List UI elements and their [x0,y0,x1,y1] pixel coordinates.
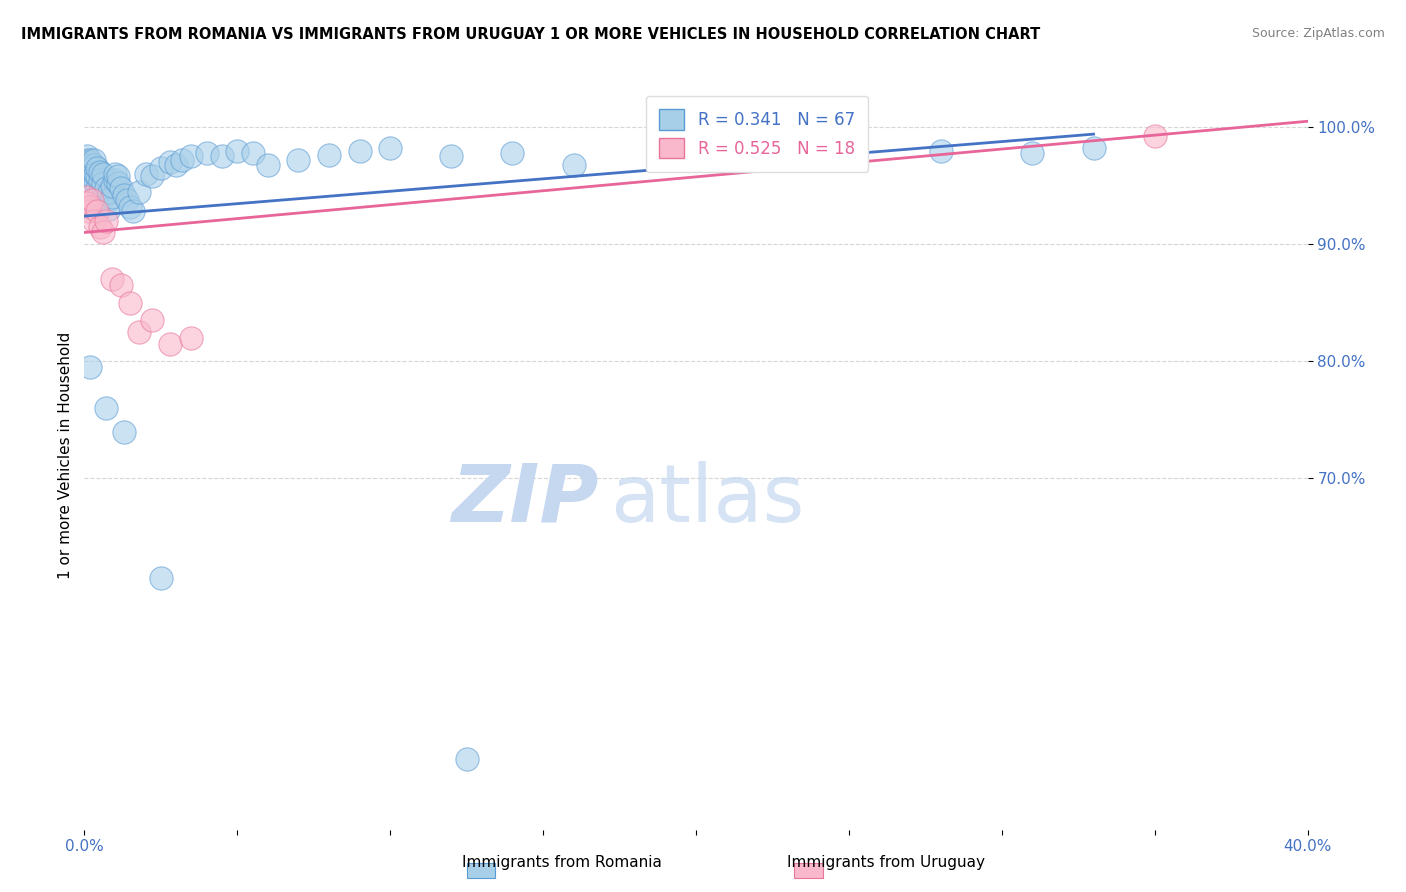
Point [685,153,707,167]
Point [128,185,150,199]
Point [101,178,124,193]
Point [91,190,114,204]
Point [180,149,202,163]
Point [747,149,769,163]
Point [94,196,117,211]
Point [77,204,100,219]
Text: Immigrants from Uruguay: Immigrants from Uruguay [787,855,984,870]
Point [287,153,309,167]
Point [83,173,105,187]
Point [94,213,117,227]
Point [83,157,105,171]
Point [318,148,340,162]
Point [91,167,114,181]
Point [112,425,135,439]
Point [80,193,103,207]
Point [172,153,194,167]
Point [79,157,101,171]
Point [195,145,218,160]
Text: ZIP: ZIP [451,461,598,539]
Point [122,204,145,219]
Point [84,177,107,191]
Point [456,752,478,766]
Point [80,169,103,184]
Point [120,295,142,310]
Point [86,169,108,184]
Point [349,144,371,158]
Point [110,278,132,293]
Point [135,167,157,181]
Point [79,200,101,214]
Point [257,157,280,171]
Text: IMMIGRANTS FROM ROMANIA VS IMMIGRANTS FROM URUGUAY 1 OR MORE VEHICLES IN HOUSEHO: IMMIGRANTS FROM ROMANIA VS IMMIGRANTS FR… [21,27,1040,42]
Point [1143,129,1166,144]
Point [440,149,463,163]
Point [149,161,172,175]
Point [242,145,264,160]
Point [211,149,233,163]
Point [165,157,187,171]
Point [80,161,103,175]
Y-axis label: 1 or more Vehicles in Household: 1 or more Vehicles in Household [58,331,73,579]
Point [180,331,202,345]
Point [929,144,952,158]
Text: Source: ZipAtlas.com: Source: ZipAtlas.com [1251,27,1385,40]
Point [226,144,249,158]
Point [89,185,111,199]
Point [101,272,124,286]
Point [75,190,97,204]
Point [838,145,860,160]
Point [76,196,98,211]
Point [502,145,524,160]
Point [86,181,108,195]
Point [76,153,98,167]
Point [89,164,111,178]
Point [94,401,117,415]
Point [86,204,108,219]
Point [141,313,163,327]
Point [79,360,101,375]
Point [79,167,101,181]
Point [91,177,114,191]
Point [75,155,97,169]
Point [107,169,129,184]
Point [79,153,101,167]
Point [83,164,105,178]
Legend: R = 0.341   N = 67, R = 0.525   N = 18: R = 0.341 N = 67, R = 0.525 N = 18 [647,96,868,172]
Point [77,161,100,175]
Point [128,325,150,339]
Point [91,226,114,240]
Point [120,200,142,214]
Point [159,155,181,169]
Point [141,169,163,184]
Point [89,173,111,187]
Point [149,571,172,585]
Point [112,188,135,202]
Point [97,185,120,199]
Point [94,181,117,195]
Point [159,336,181,351]
Point [76,149,98,163]
Point [1083,141,1105,155]
Point [76,157,98,171]
Point [104,173,127,187]
Point [115,193,138,207]
Point [77,155,100,169]
Point [89,219,111,234]
Point [83,153,105,167]
Point [83,213,105,227]
Text: Immigrants from Romania: Immigrants from Romania [463,855,662,870]
Text: atlas: atlas [610,461,804,539]
Point [562,157,585,171]
Point [101,190,124,204]
Point [110,181,132,195]
Point [1021,145,1043,160]
Point [107,177,129,191]
Point [380,141,402,155]
Point [97,202,120,216]
Point [104,167,127,181]
Point [86,161,108,175]
Point [84,167,107,181]
